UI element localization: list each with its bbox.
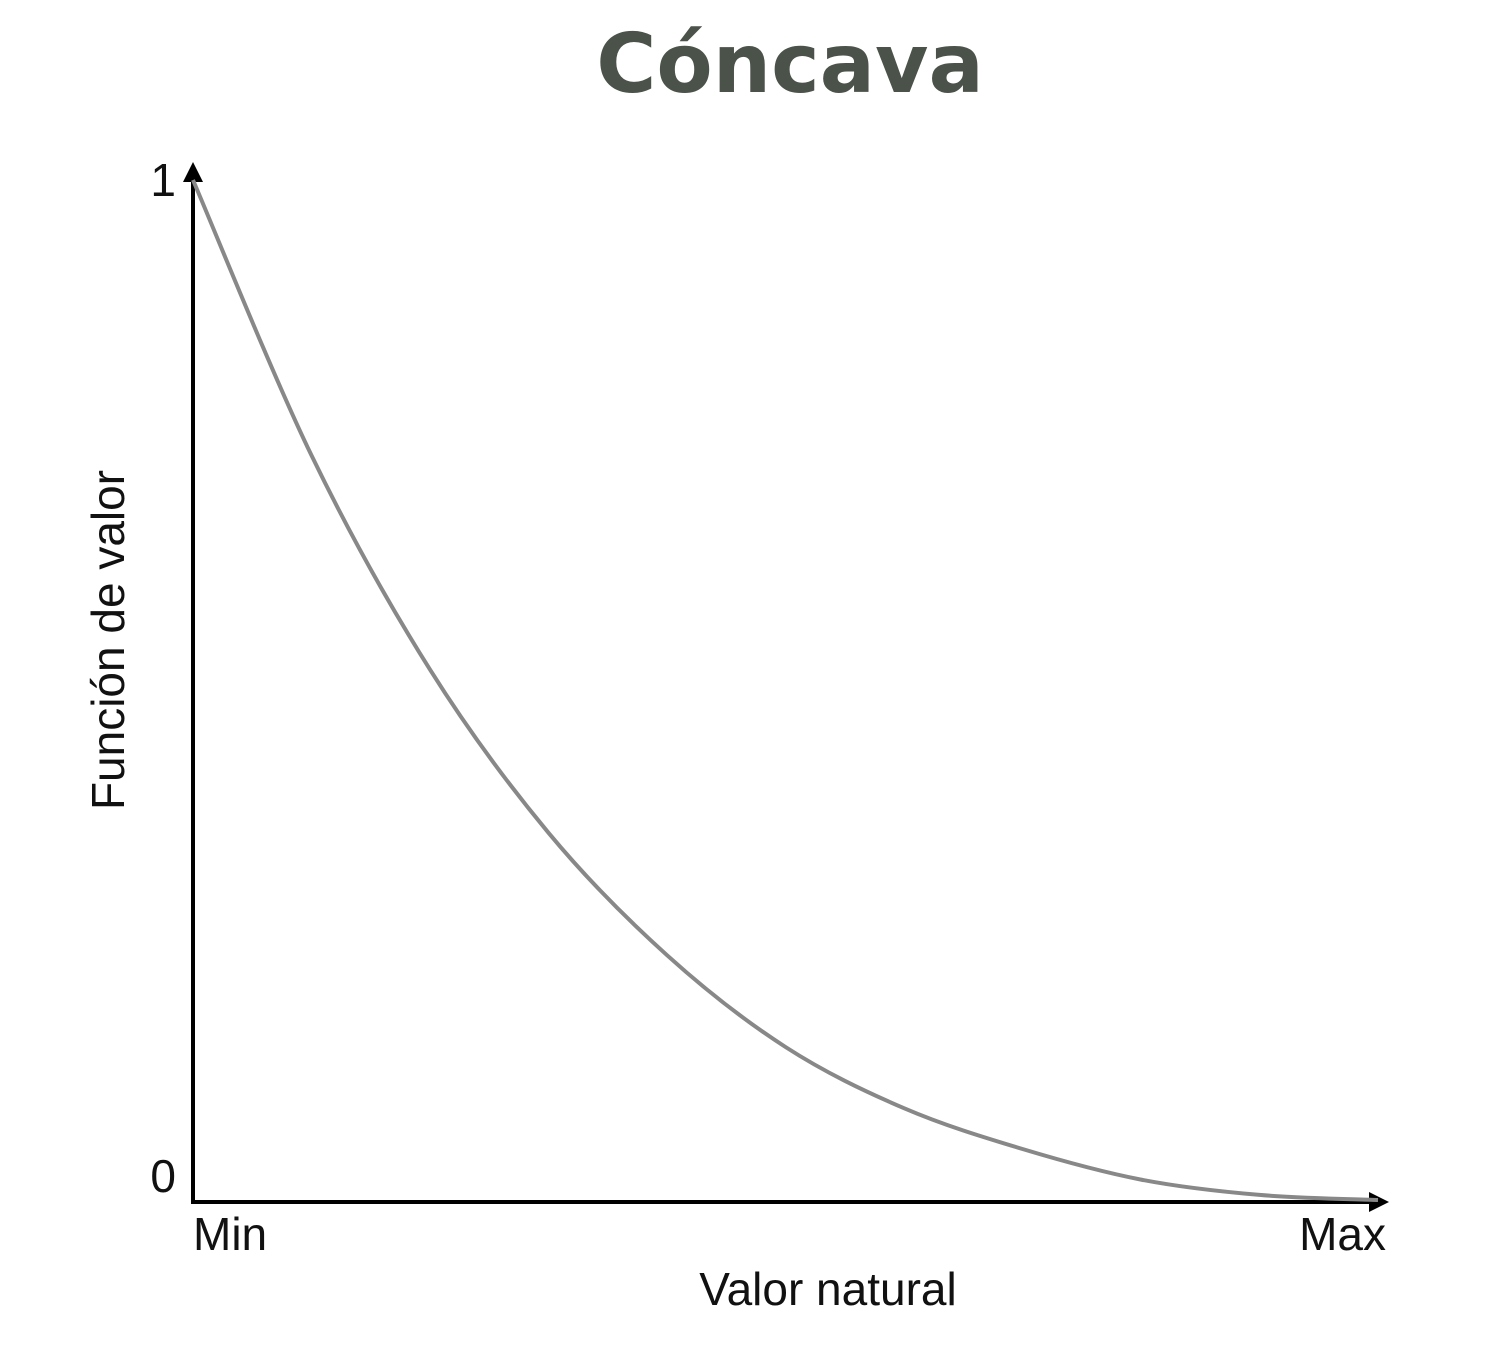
x-axis-arrow-icon (1369, 1192, 1389, 1212)
x-axis-label: Valor natural (699, 1263, 956, 1315)
y-axis-arrow-icon (183, 162, 203, 182)
series-layer (191, 179, 1379, 1202)
chart-title: Cóncava (596, 17, 984, 112)
x-tick-label-max: Max (1299, 1208, 1386, 1260)
y-tick-label-max: 1 (150, 154, 176, 206)
y-axis-label: Función de valor (82, 470, 134, 810)
y-tick-label-min: 0 (150, 1150, 176, 1202)
series-line-0 (191, 179, 1379, 1202)
x-tick-label-min: Min (193, 1208, 267, 1260)
